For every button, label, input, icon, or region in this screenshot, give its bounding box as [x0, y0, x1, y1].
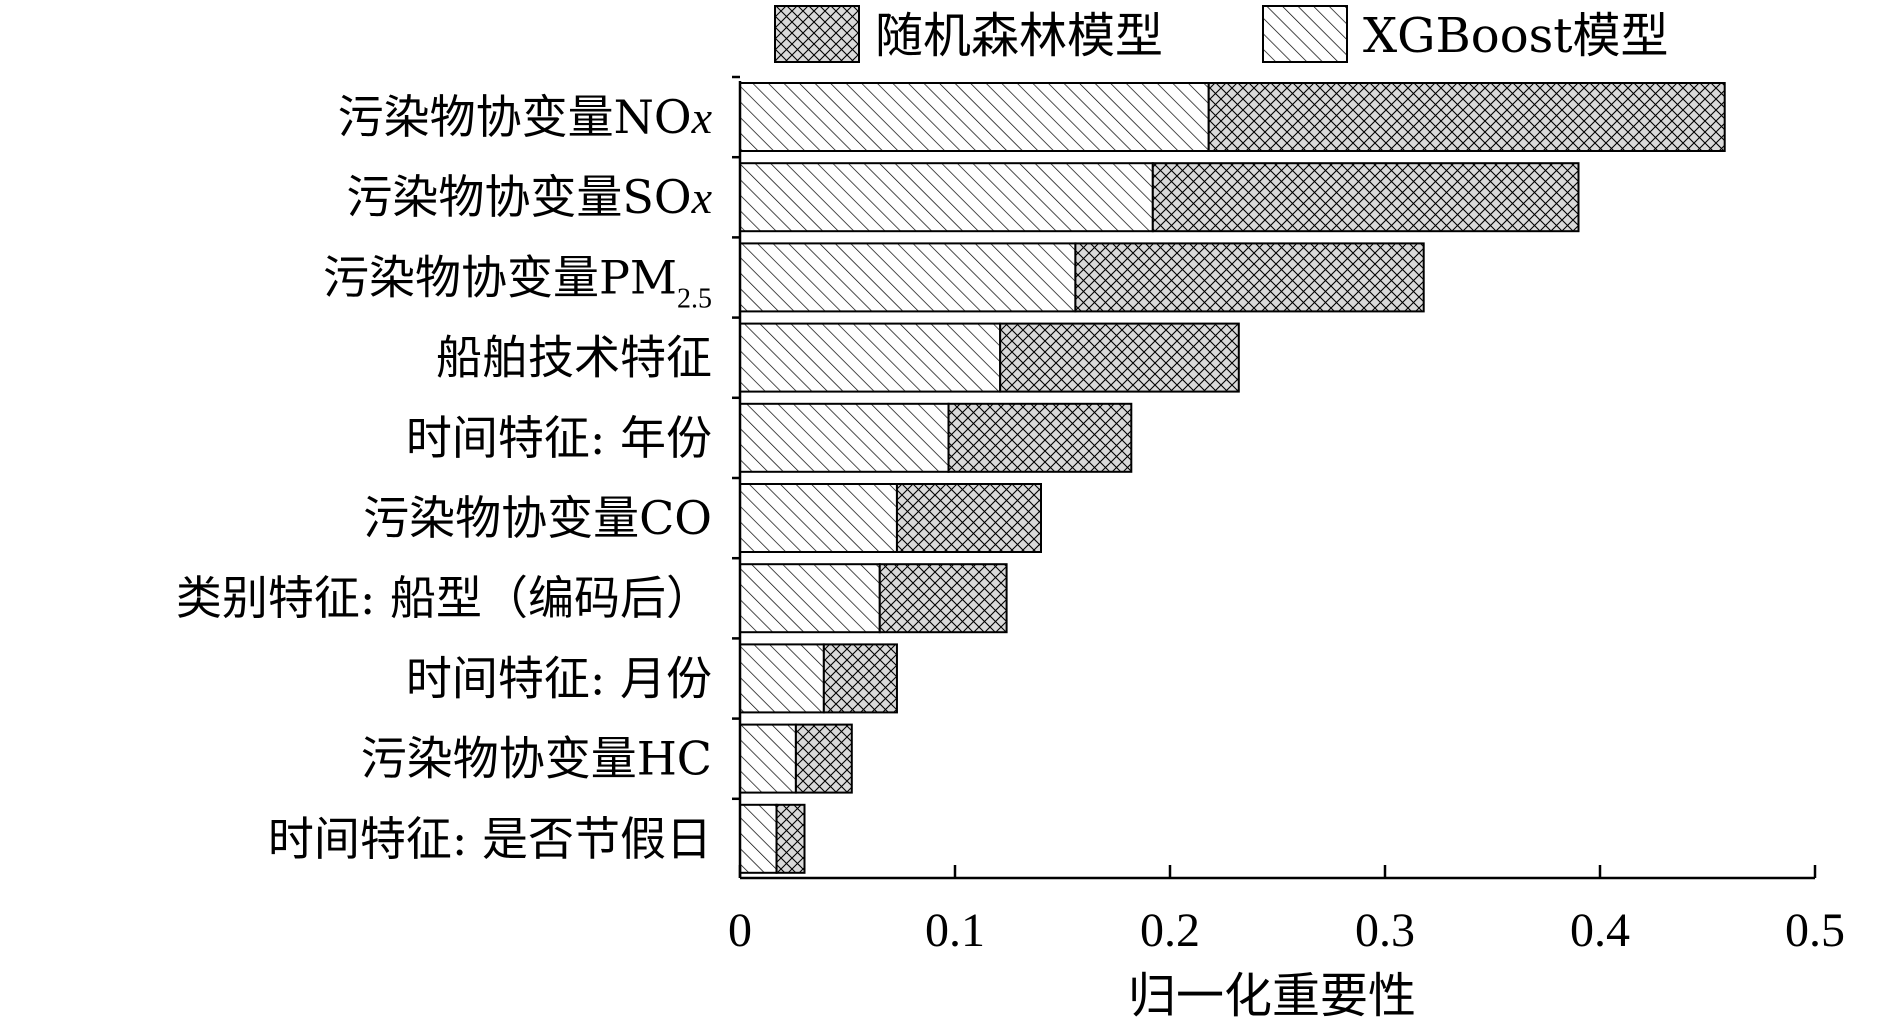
bar-random-forest-6: [878, 563, 1008, 634]
legend-label-xgboost: XGBoost模型: [1363, 8, 1669, 64]
bar-xgboost-7: [739, 643, 825, 714]
category-label-main-1: 污染物协变量SO: [346, 170, 691, 224]
category-label-main-2: 污染物协变量PM: [323, 250, 677, 304]
x-tick-label-5: 0.5: [1785, 904, 1845, 957]
bar-xgboost-6: [739, 563, 881, 634]
category-label-main-9: 时间特征: 是否节假日: [268, 812, 712, 866]
category-labels: 污染物协变量NOx污染物协变量SOx污染物协变量PM2.5船舶技术特征时间特征:…: [176, 90, 713, 866]
bar-xgboost-2: [739, 242, 1077, 313]
bar-random-forest-8: [794, 723, 853, 794]
bar-xgboost-0: [739, 82, 1210, 152]
category-label-6: 类别特征: 船型（编码后）: [176, 571, 712, 625]
category-label-1: 污染物协变量SOx: [346, 170, 712, 224]
legend-swatch-random-forest: [774, 5, 860, 63]
bar-xgboost-5: [739, 483, 898, 553]
category-label-italic-1: x: [691, 172, 713, 223]
category-label-2: 污染物协变量PM2.5: [323, 250, 712, 314]
x-tick-label-2: 0.2: [1140, 904, 1200, 957]
legend: 随机森林模型 XGBoost模型: [774, 5, 1669, 64]
category-label-sub-2: 2.5: [677, 283, 712, 314]
bar-xgboost-1: [739, 162, 1154, 233]
legend-swatch-xgboost: [1262, 5, 1348, 63]
category-label-main-3: 船舶技术特征: [436, 331, 712, 385]
category-label-9: 时间特征: 是否节假日: [268, 812, 712, 866]
bar-random-forest-4: [947, 402, 1133, 473]
bar-xgboost-3: [739, 322, 1002, 393]
category-label-4: 时间特征: 年份: [406, 411, 712, 465]
category-label-main-8: 污染物协变量HC: [361, 732, 712, 786]
bar-xgboost-4: [739, 402, 950, 473]
bar-random-forest-2: [1074, 242, 1425, 313]
axes: [732, 75, 1817, 880]
x-tick-label-0: 0: [728, 904, 752, 957]
bar-random-forest-9: [775, 803, 806, 874]
category-label-3: 船舶技术特征: [436, 331, 712, 385]
category-label-7: 时间特征: 月份: [406, 651, 712, 705]
legend-label-random-forest: 随机森林模型: [875, 8, 1163, 64]
x-axis-title: 归一化重要性: [1128, 968, 1416, 1024]
category-label-main-7: 时间特征: 月份: [406, 651, 712, 705]
category-label-main-4: 时间特征: 年份: [406, 411, 712, 465]
category-label-italic-0: x: [691, 92, 713, 143]
x-tick-label-3: 0.3: [1355, 904, 1415, 957]
x-tick-labels: 0 0.1 0.2 0.3 0.4 0.5: [728, 904, 1845, 957]
bar-random-forest-5: [895, 483, 1043, 553]
bar-random-forest-3: [999, 322, 1240, 393]
bar-random-forest-7: [822, 643, 898, 714]
x-tick-label-1: 0.1: [925, 904, 985, 957]
category-label-0: 污染物协变量NOx: [338, 90, 713, 144]
category-label-main-6: 类别特征: 船型（编码后）: [176, 571, 712, 625]
category-label-5: 污染物协变量CO: [363, 491, 712, 545]
category-label-main-0: 污染物协变量NO: [338, 90, 692, 144]
bar-random-forest-1: [1151, 162, 1580, 233]
bars: [739, 82, 1726, 874]
bar-random-forest-0: [1207, 82, 1726, 152]
bar-xgboost-8: [739, 723, 797, 794]
x-tick-label-4: 0.4: [1570, 904, 1630, 957]
category-label-main-5: 污染物协变量CO: [363, 491, 712, 545]
bar-xgboost-9: [739, 803, 778, 874]
category-label-8: 污染物协变量HC: [361, 732, 712, 786]
